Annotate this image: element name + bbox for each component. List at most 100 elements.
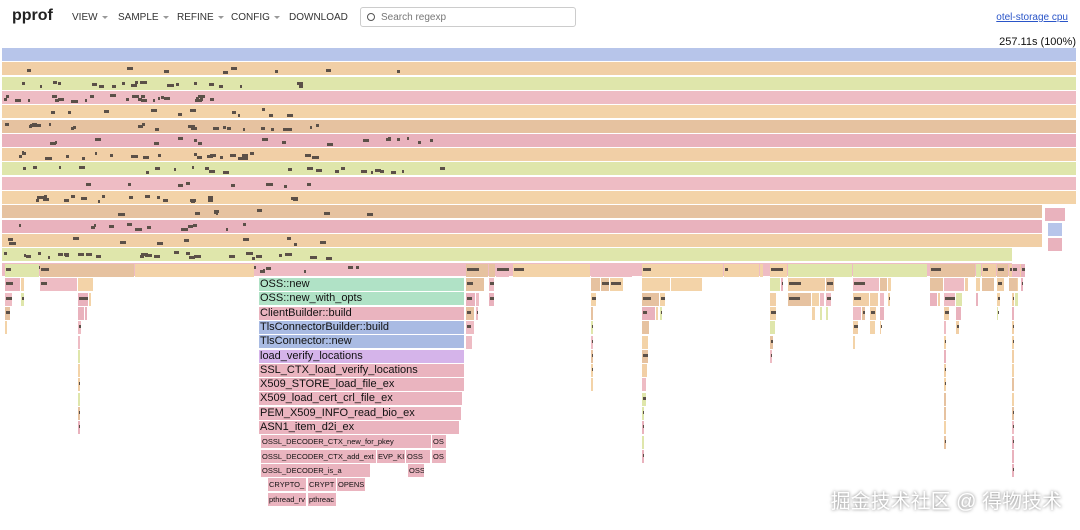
- frame[interactable]: [975, 278, 981, 292]
- frame[interactable]: [2, 76, 1076, 90]
- frame[interactable]: [1012, 378, 1015, 392]
- frame[interactable]: [788, 278, 826, 292]
- labelled-frame[interactable]: OSSL_DECODER_is_a: [261, 463, 370, 477]
- frame[interactable]: [1015, 292, 1018, 306]
- frame[interactable]: [77, 349, 81, 363]
- frame[interactable]: [975, 264, 981, 277]
- labelled-frame[interactable]: OSSL_DECODER_CTX_add_ext: [261, 449, 376, 463]
- labelled-frame[interactable]: OSS::new_with_opts: [259, 292, 464, 306]
- frame[interactable]: [975, 292, 979, 306]
- frame[interactable]: [77, 364, 81, 378]
- frame[interactable]: [981, 278, 995, 292]
- frame[interactable]: [811, 306, 815, 320]
- frame[interactable]: [2, 148, 1076, 162]
- labelled-frame[interactable]: pthreac: [308, 492, 336, 506]
- frame[interactable]: [2, 62, 1076, 76]
- frame[interactable]: [2, 191, 1076, 204]
- frame[interactable]: [853, 264, 927, 277]
- frame[interactable]: [853, 278, 879, 292]
- frame[interactable]: [2, 162, 1076, 176]
- frame[interactable]: [770, 349, 772, 363]
- frame[interactable]: [1021, 278, 1024, 292]
- labelled-frame[interactable]: EVP_KI: [377, 449, 405, 463]
- labelled-frame[interactable]: ClientBuilder::build: [259, 306, 464, 320]
- frame[interactable]: [89, 292, 91, 306]
- menu-item[interactable]: CONFIG: [231, 12, 280, 23]
- frame[interactable]: [2, 233, 1042, 247]
- labelled-frame[interactable]: X509_load_cert_crl_file_ex: [259, 392, 462, 406]
- frame[interactable]: [819, 292, 825, 306]
- menu-item[interactable]: SAMPLE: [118, 12, 169, 23]
- frame[interactable]: [869, 292, 879, 306]
- frame[interactable]: [937, 292, 940, 306]
- frame[interactable]: [943, 349, 947, 363]
- frame[interactable]: [2, 205, 1042, 219]
- frame[interactable]: [770, 278, 780, 292]
- frame[interactable]: [39, 278, 77, 292]
- frame[interactable]: [642, 321, 650, 335]
- frame[interactable]: [5, 321, 8, 335]
- frame[interactable]: [723, 264, 760, 277]
- frame[interactable]: [1012, 349, 1015, 363]
- frame[interactable]: [879, 321, 882, 335]
- menu-item[interactable]: VIEW: [72, 12, 108, 23]
- frame[interactable]: [2, 176, 1076, 190]
- frame[interactable]: [489, 264, 496, 277]
- labelled-frame[interactable]: TlsConnector::new: [259, 335, 464, 349]
- frame[interactable]: [943, 407, 947, 420]
- frame[interactable]: [642, 435, 644, 449]
- frame[interactable]: [869, 321, 875, 335]
- frame[interactable]: [466, 335, 472, 349]
- labelled-frame[interactable]: SSL_CTX_load_verify_locations: [259, 363, 464, 377]
- frame[interactable]: [853, 306, 861, 320]
- frame[interactable]: [670, 278, 702, 292]
- frame[interactable]: [879, 278, 887, 292]
- frame[interactable]: [466, 278, 484, 292]
- frame[interactable]: [642, 378, 647, 392]
- labelled-frame[interactable]: CRYPT: [308, 478, 336, 492]
- frame[interactable]: [943, 321, 947, 335]
- frame[interactable]: [1048, 238, 1062, 251]
- frame[interactable]: [930, 264, 975, 277]
- labelled-frame[interactable]: X509_STORE_load_file_ex: [259, 378, 464, 392]
- frame[interactable]: [879, 292, 884, 306]
- frame[interactable]: [135, 264, 254, 277]
- frame[interactable]: [956, 292, 963, 306]
- menu-item[interactable]: REFINE: [177, 12, 224, 23]
- frame[interactable]: [642, 306, 656, 320]
- menu-item[interactable]: DOWNLOAD: [289, 12, 348, 23]
- frame[interactable]: [642, 335, 649, 349]
- frame[interactable]: [943, 278, 964, 292]
- labelled-frame[interactable]: OSS: [408, 463, 424, 477]
- frame[interactable]: [1012, 364, 1015, 378]
- frame[interactable]: [1048, 223, 1062, 236]
- frame[interactable]: [77, 392, 81, 406]
- frame[interactable]: [819, 306, 822, 320]
- frame[interactable]: [20, 278, 25, 292]
- frame[interactable]: [1012, 306, 1015, 320]
- frame[interactable]: [770, 292, 777, 306]
- frame[interactable]: [2, 119, 1076, 133]
- frame[interactable]: [590, 378, 594, 392]
- frame[interactable]: [956, 306, 962, 320]
- frame[interactable]: [1015, 278, 1019, 292]
- frame[interactable]: [943, 421, 947, 435]
- frame[interactable]: [788, 264, 853, 277]
- labelled-frame[interactable]: OSSL_DECODER_CTX_new_for_pkey: [261, 435, 431, 449]
- frame[interactable]: [2, 133, 1076, 147]
- frame[interactable]: [642, 364, 647, 378]
- frame[interactable]: [760, 264, 763, 277]
- frame[interactable]: [39, 264, 135, 277]
- frame[interactable]: [642, 449, 644, 463]
- frame[interactable]: [642, 421, 644, 435]
- labelled-frame[interactable]: PEM_X509_INFO_read_bio_ex: [259, 406, 461, 420]
- labelled-frame[interactable]: OSS: [406, 449, 430, 463]
- frame[interactable]: [590, 306, 594, 320]
- frame[interactable]: [2, 48, 1076, 61]
- frame[interactable]: [2, 219, 1042, 233]
- frame[interactable]: [996, 306, 999, 320]
- frame[interactable]: [475, 292, 480, 306]
- frame[interactable]: [2, 105, 1076, 119]
- frame[interactable]: [879, 306, 884, 320]
- frame[interactable]: [981, 264, 996, 277]
